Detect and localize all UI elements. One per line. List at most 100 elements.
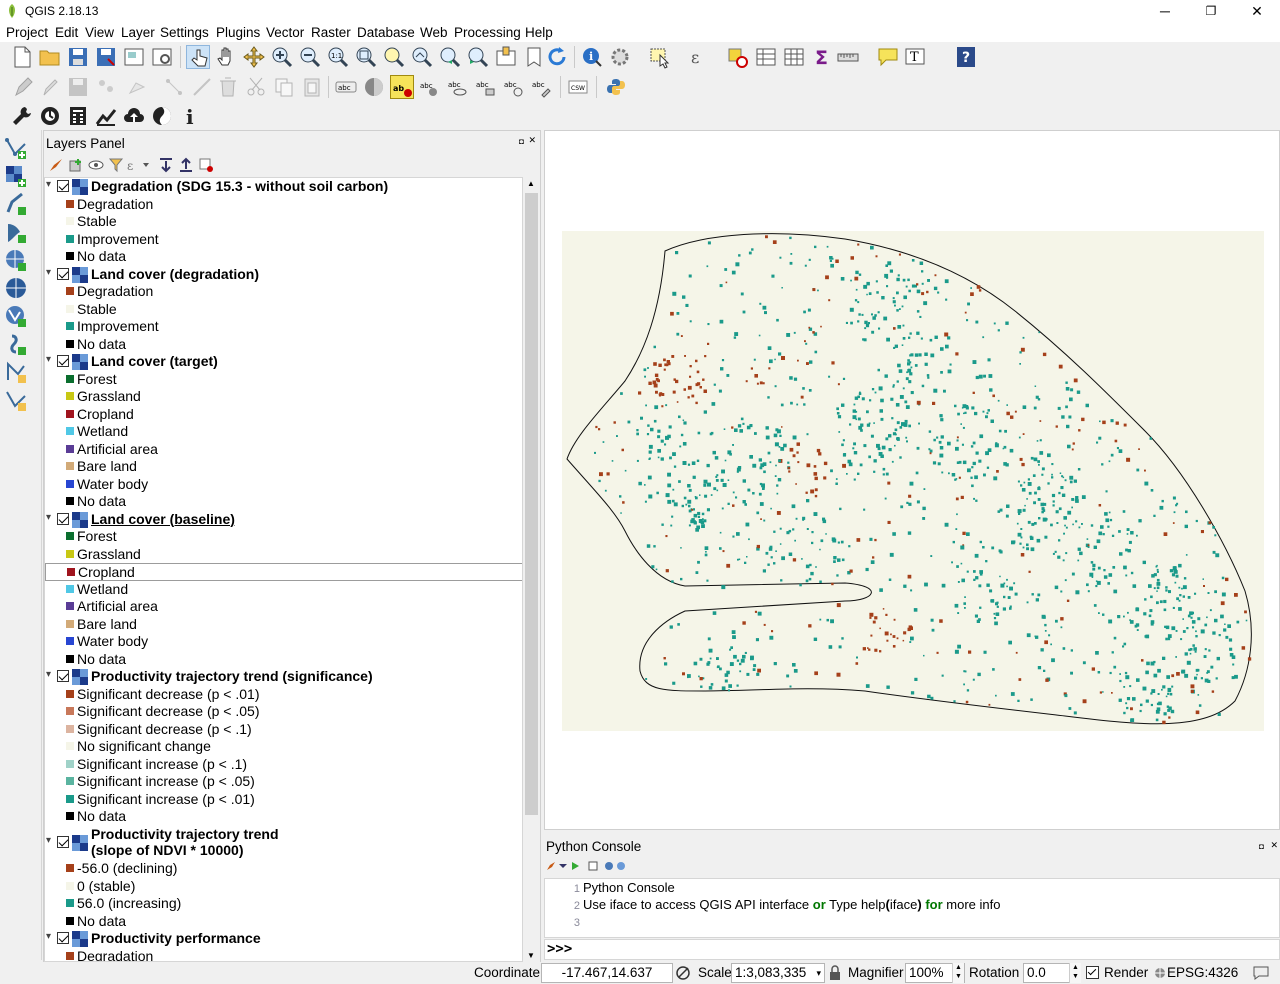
paste-features-icon[interactable]	[300, 75, 324, 99]
panel-float-button[interactable]: ◘	[519, 137, 524, 146]
lock-scale-icon[interactable]	[829, 965, 841, 981]
current-edits-icon[interactable]	[38, 75, 62, 99]
degradation-map[interactable]	[545, 131, 1280, 830]
calculator-icon[interactable]	[66, 104, 90, 128]
coordinate-field[interactable]: -17.467,14.637	[541, 963, 673, 983]
menu-edit[interactable]: Edit	[55, 25, 79, 40]
crs-status[interactable]: EPSG:4326	[1167, 965, 1239, 980]
wrench-icon[interactable]	[10, 104, 34, 128]
collapse-arrow-icon[interactable]: ▾	[46, 669, 52, 680]
import-class-icon[interactable]	[558, 861, 568, 871]
clear-console-icon[interactable]	[546, 861, 556, 871]
layer-checkbox[interactable]	[57, 670, 69, 682]
move-label-icon[interactable]: abc	[474, 75, 498, 99]
layer-checkbox[interactable]	[57, 512, 69, 525]
save-as-icon[interactable]	[94, 45, 118, 69]
measure-line-icon[interactable]	[836, 45, 860, 69]
vertex-tool-icon[interactable]	[190, 75, 214, 99]
cloud-upload-icon[interactable]	[122, 104, 146, 128]
attribute-table-icon[interactable]	[754, 45, 778, 69]
node-tool-icon[interactable]	[162, 75, 186, 99]
zoom-next-icon[interactable]	[466, 45, 490, 69]
scroll-up-icon[interactable]: ▲	[527, 179, 535, 188]
select-by-expression-icon[interactable]: ε	[688, 45, 712, 69]
label-pin-icon[interactable]	[362, 75, 386, 99]
visibility-icon[interactable]	[88, 157, 104, 173]
chevron-down-icon[interactable]: ▾	[816, 968, 821, 978]
new-spatialite-layer-icon[interactable]	[4, 388, 32, 414]
remove-layer-icon[interactable]	[198, 157, 214, 173]
collapse-arrow-icon[interactable]: ▾	[46, 931, 52, 942]
menu-processing[interactable]: Processing	[454, 25, 521, 40]
collapse-arrow-icon[interactable]: ▾	[46, 354, 52, 365]
layer-productivity-slope[interactable]: ▾ Productivity trajectory trend (slope o…	[45, 826, 522, 860]
add-wfs-layer-icon[interactable]	[4, 304, 32, 330]
menu-raster[interactable]: Raster	[311, 25, 351, 40]
zoom-in-icon[interactable]	[270, 45, 294, 69]
add-wms-layer-icon[interactable]	[4, 248, 32, 274]
new-print-composer-icon[interactable]	[122, 45, 146, 69]
layer-checkbox[interactable]	[57, 355, 69, 367]
scrollbar-thumb[interactable]	[525, 193, 538, 815]
zoom-to-selection-icon[interactable]	[382, 45, 406, 69]
filter-expression-icon[interactable]: ε	[126, 157, 150, 173]
minimize-button[interactable]: ─	[1160, 3, 1170, 19]
add-delimited-text-icon[interactable]	[4, 332, 32, 358]
land-degradation-icon[interactable]	[150, 104, 174, 128]
run-feature-action-icon[interactable]	[608, 45, 632, 69]
delete-selected-icon[interactable]	[216, 75, 240, 99]
copy-features-icon[interactable]	[272, 75, 296, 99]
deselect-features-icon[interactable]	[726, 45, 750, 69]
map-tips-icon[interactable]	[876, 45, 900, 69]
help-icon[interactable]	[616, 861, 626, 871]
zoom-native-icon[interactable]: 1:1	[326, 45, 350, 69]
layer-land-cover-baseline[interactable]: ▾ Land cover (baseline)	[45, 511, 522, 529]
open-project-icon[interactable]	[38, 45, 62, 69]
zoom-full-icon[interactable]	[354, 45, 378, 69]
collapse-all-icon[interactable]	[178, 157, 194, 173]
info-icon[interactable]: i	[178, 104, 202, 128]
field-calculator-icon[interactable]	[782, 45, 806, 69]
rotate-label-icon[interactable]: abc	[502, 75, 526, 99]
menu-settings[interactable]: Settings	[160, 25, 209, 40]
style-manager-icon[interactable]	[48, 157, 64, 173]
menu-layer[interactable]: Layer	[121, 25, 155, 40]
add-wcs-layer-icon[interactable]	[4, 276, 32, 302]
python-console-icon[interactable]	[604, 75, 628, 99]
collapse-arrow-icon[interactable]: ▾	[46, 511, 52, 523]
layers-scrollbar[interactable]: ▲ ▼	[523, 177, 540, 962]
help-contents-icon[interactable]: ?	[954, 45, 978, 69]
csw-icon[interactable]: CSW	[566, 75, 590, 99]
menu-vector[interactable]: Vector	[266, 25, 305, 40]
magnifier-field[interactable]: 100%	[905, 963, 965, 983]
add-group-icon[interactable]	[68, 157, 84, 173]
collapse-arrow-icon[interactable]: ▾	[46, 834, 52, 846]
menu-project[interactable]: Project	[6, 25, 49, 40]
layer-checkbox[interactable]	[57, 180, 69, 192]
add-spatialite-layer-icon[interactable]	[4, 220, 32, 246]
render-checkbox[interactable]	[1086, 966, 1099, 979]
new-shapefile-icon[interactable]	[4, 360, 32, 386]
menu-plugins[interactable]: Plugins	[216, 25, 261, 40]
line-chart-icon[interactable]	[94, 104, 118, 128]
settings-icon[interactable]	[604, 861, 614, 871]
toggle-extents-icon[interactable]	[676, 965, 692, 981]
composer-manager-icon[interactable]	[150, 45, 174, 69]
layer-land-cover-degradation[interactable]: ▾ Land cover (degradation)	[45, 266, 522, 284]
new-bookmark-icon[interactable]	[522, 45, 546, 69]
console-float-button[interactable]: ◘	[1259, 842, 1264, 851]
crs-globe-icon[interactable]	[1154, 967, 1166, 979]
messages-icon[interactable]	[1253, 966, 1269, 980]
layer-checkbox[interactable]	[57, 932, 69, 944]
refresh-icon[interactable]	[545, 45, 569, 69]
run-command-icon[interactable]	[570, 861, 580, 871]
zoom-out-icon[interactable]	[298, 45, 322, 69]
pin-unpin-labels-icon[interactable]: abc	[418, 75, 442, 99]
console-input[interactable]: >>>	[544, 939, 1280, 960]
filter-legend-icon[interactable]	[108, 157, 124, 173]
collapse-arrow-icon[interactable]: ▾	[46, 266, 52, 278]
select-features-icon[interactable]	[648, 45, 672, 69]
globe-icon[interactable]	[38, 104, 62, 128]
panel-close-button[interactable]: ✕	[528, 135, 536, 145]
move-feature-icon[interactable]	[126, 75, 150, 99]
